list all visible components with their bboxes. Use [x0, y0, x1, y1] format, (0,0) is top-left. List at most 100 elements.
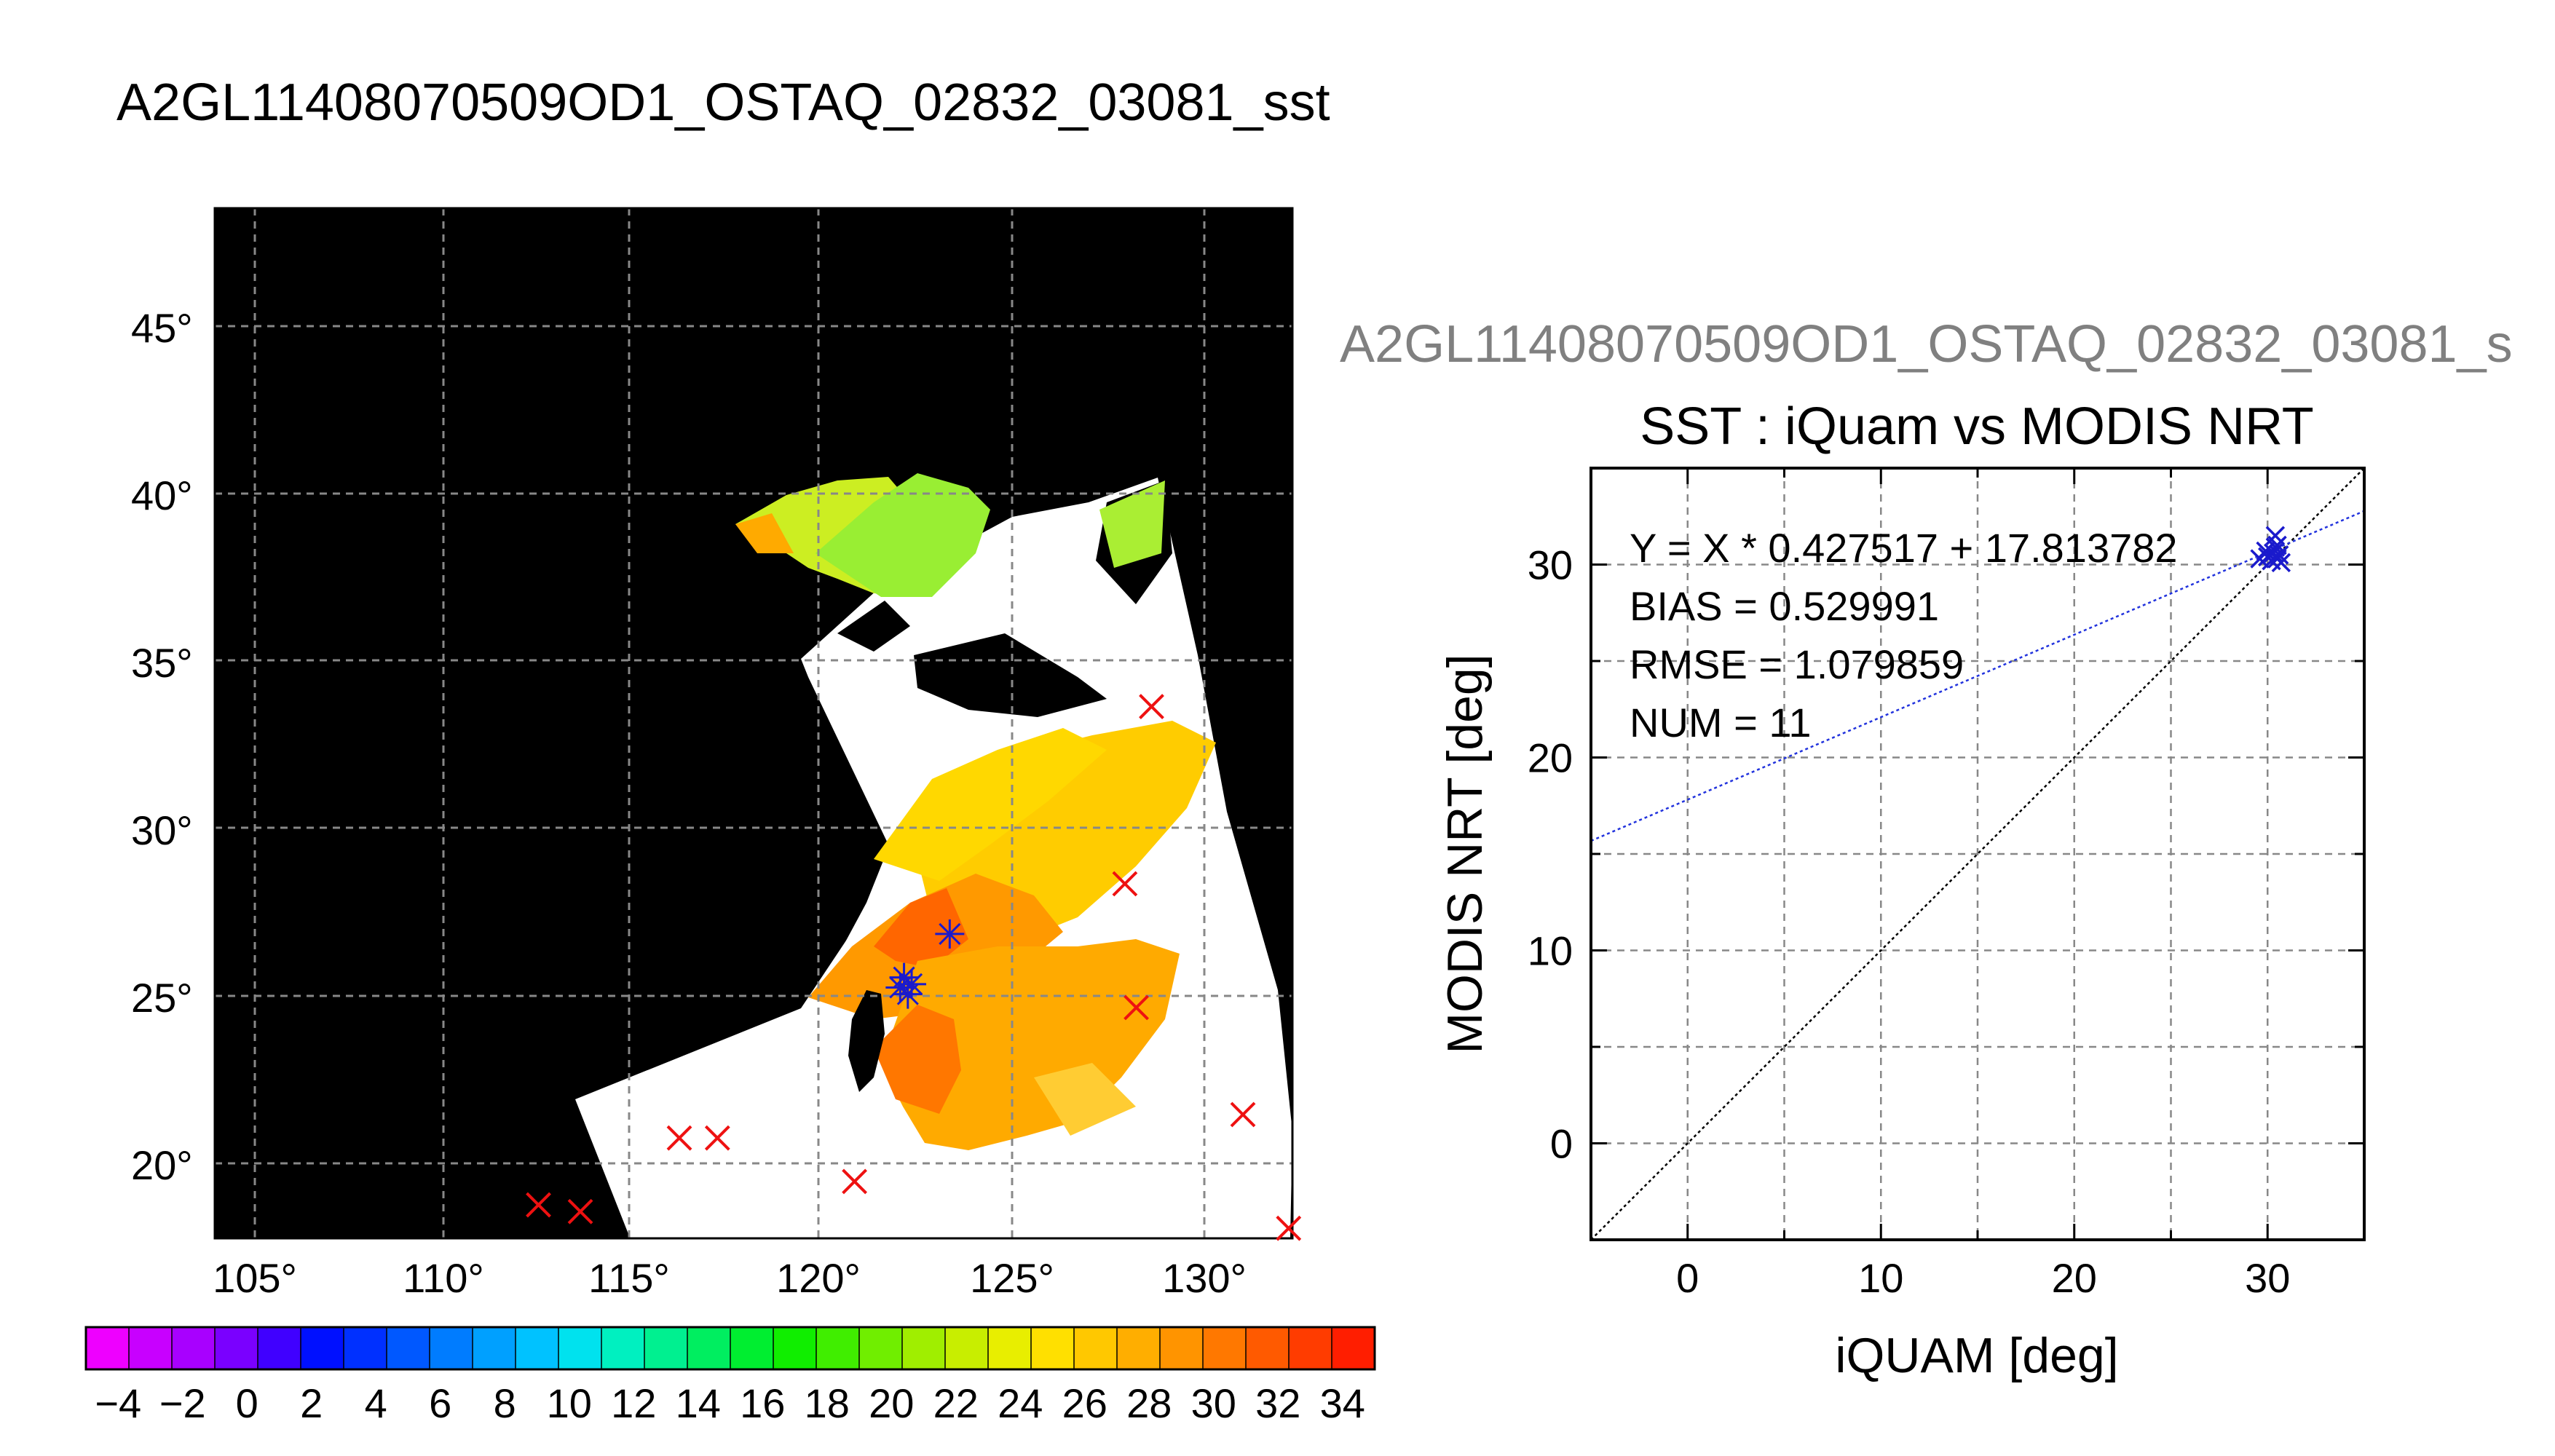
x-axis-label: iQUAM [deg] — [1835, 1328, 2118, 1383]
lat-tick-label: 45° — [131, 305, 193, 351]
map-frame — [213, 207, 1294, 1240]
colorbar-cell — [730, 1326, 775, 1370]
colorbar-cell — [1331, 1326, 1376, 1370]
colorbar-label: −4 — [95, 1380, 141, 1426]
colorbar-cell — [515, 1326, 560, 1370]
colorbar-label: −2 — [159, 1380, 206, 1426]
scatter-plot: 0 10 20 30 0 10 20 30 Y = X * 0.427517 + 17.813… — [1437, 467, 2366, 1383]
colorbar-cell — [644, 1326, 689, 1370]
colorbar-label: 4 — [365, 1380, 387, 1426]
matchup-x-marker — [666, 1125, 692, 1151]
matchup-x-marker — [567, 1198, 593, 1224]
y-tick-label: 20 — [1528, 735, 1573, 781]
colorbar-cell — [1073, 1326, 1118, 1370]
matchup-x-marker — [526, 1192, 551, 1218]
map-grid — [215, 208, 1292, 1238]
x-tick-label: 30 — [2245, 1255, 2290, 1301]
colorbar-label: 28 — [1126, 1380, 1172, 1426]
colorbar-label: 10 — [547, 1380, 592, 1426]
y-axis-label: MODIS NRT [deg] — [1437, 654, 1493, 1053]
colorbar-cell — [816, 1326, 861, 1370]
matchup-x-marker — [842, 1168, 868, 1195]
colorbar-label: 14 — [676, 1380, 721, 1426]
colorbar-cell — [687, 1326, 732, 1370]
matchup-star-marker — [897, 969, 927, 999]
lon-tick-label: 110° — [403, 1255, 484, 1301]
colorbar-label: 0 — [236, 1380, 258, 1426]
y-tick-label: 30 — [1528, 542, 1573, 588]
matchup-x-marker — [1124, 994, 1149, 1021]
colorbar-cell — [944, 1326, 990, 1370]
colorbar-label: 6 — [429, 1380, 451, 1426]
num-value: NUM = 11 — [1630, 700, 1811, 745]
colorbar-label: 2 — [300, 1380, 323, 1426]
scatter-point — [2256, 541, 2275, 561]
lon-tick-label: 120° — [776, 1255, 861, 1301]
colorbar-cell — [214, 1326, 259, 1370]
matchup-x-marker — [1139, 694, 1164, 719]
colorbar-cell — [85, 1326, 130, 1370]
colorbar-label: 8 — [494, 1380, 516, 1426]
lat-tick-label: 20° — [131, 1142, 193, 1188]
colorbar-cell — [128, 1326, 173, 1370]
scatter-point — [2250, 549, 2270, 569]
matchup-markers — [526, 694, 1302, 1241]
taiwan-island — [848, 990, 885, 1092]
matchup-x-marker — [1276, 1215, 1302, 1241]
colorbar-cell — [1030, 1326, 1075, 1370]
colorbar-cell — [773, 1326, 818, 1370]
lat-tick-label: 25° — [131, 975, 193, 1021]
stats-box: Y = X * 0.427517 + 17.813782 BIAS = 0.52… — [1630, 525, 2178, 745]
lon-tick-label: 115° — [588, 1255, 670, 1301]
colorbar-cell — [987, 1326, 1032, 1370]
colorbar-cell — [1288, 1326, 1333, 1370]
scatter-points — [2250, 526, 2291, 573]
colorbar-labels: −4 −2 0 2 4 6 8 10 12 14 16 18 20 22 24 26 28 30 32 34 — [95, 1380, 1365, 1426]
matchup-x-marker — [704, 1125, 730, 1151]
matchup-x-marker — [1112, 871, 1138, 897]
bias-value: BIAS = 0.529991 — [1630, 583, 1939, 629]
colorbar-label: 34 — [1320, 1380, 1365, 1426]
colorbar-cell — [858, 1326, 904, 1370]
colorbar-cell — [343, 1326, 388, 1370]
scatter-point — [2267, 549, 2287, 569]
x-tick-label: 20 — [2052, 1255, 2097, 1301]
colorbar-cell — [171, 1326, 216, 1370]
main-title: A2GL11408070509OD1_OSTAQ_02832_03081_sst — [117, 74, 1330, 132]
colorbar-cell — [1202, 1326, 1247, 1370]
lon-tick-label: 130° — [1162, 1255, 1247, 1301]
scatter-grid — [1591, 468, 2364, 1240]
colorbar-label: 32 — [1255, 1380, 1300, 1426]
regression-line — [1590, 510, 2365, 842]
scatter-supertitle: A2GL11408070509OD1_OSTAQ_02832_03081_s — [1340, 315, 2513, 373]
matchup-x-marker — [1230, 1101, 1256, 1128]
lon-tick-label: 105° — [213, 1255, 297, 1301]
sst-map: 45° 40° 35° 30° 25° 20° 105° 110° 115° 1… — [131, 207, 1302, 1301]
colorbar-frame — [84, 1326, 1376, 1371]
sst-field — [735, 473, 1216, 1150]
colorbar-cell — [472, 1326, 517, 1370]
lat-tick-label: 35° — [131, 640, 193, 686]
colorbar-label: 22 — [933, 1380, 979, 1426]
y-tick-label: 0 — [1550, 1121, 1573, 1167]
y-tick-label: 10 — [1528, 928, 1573, 974]
lat-tick-label: 30° — [131, 807, 193, 853]
colorbar-label: 20 — [869, 1380, 914, 1426]
colorbar-cell — [386, 1326, 431, 1370]
x-tick-label: 10 — [1858, 1255, 1903, 1301]
colorbar-label: 24 — [998, 1380, 1043, 1426]
matchup-star-marker — [935, 919, 965, 949]
colorbar-cells — [85, 1326, 1376, 1370]
reference-lines — [1590, 467, 2365, 1241]
scatter-point — [2265, 537, 2286, 557]
scatter-ticks: 0 10 20 30 0 10 20 30 — [1528, 467, 2366, 1301]
x-tick-label: 0 — [1676, 1255, 1699, 1301]
colorbar-cell — [1159, 1326, 1204, 1370]
fit-equation: Y = X * 0.427517 + 17.813782 — [1630, 525, 2178, 571]
colorbar-cell — [601, 1326, 646, 1370]
colorbar: −4 −2 0 2 4 6 8 10 12 14 16 18 20 22 24 26 28 30 32 34 — [84, 1326, 1376, 1426]
colorbar-label: 16 — [740, 1380, 785, 1426]
colorbar-label: 30 — [1191, 1380, 1236, 1426]
rmse-value: RMSE = 1.079859 — [1630, 641, 1964, 687]
